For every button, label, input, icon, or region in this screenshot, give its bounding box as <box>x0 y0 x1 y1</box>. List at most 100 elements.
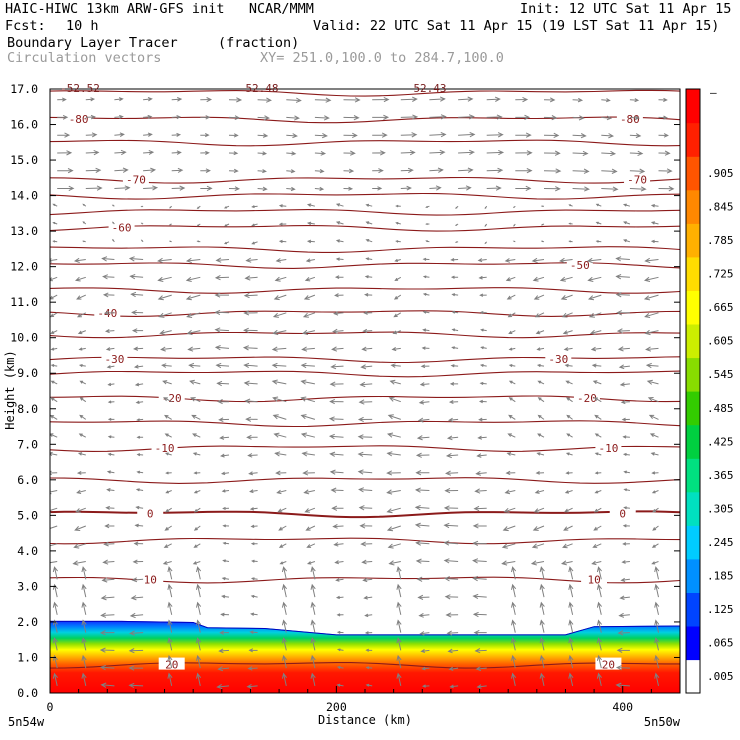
circulation-vector <box>473 629 487 636</box>
circulation-vector <box>167 583 173 598</box>
circulation-vector <box>157 276 172 282</box>
circulation-vector <box>365 239 373 243</box>
circulation-vector <box>300 362 315 369</box>
colorbar-swatch <box>686 491 700 526</box>
circulation-vector <box>223 205 230 209</box>
circulation-vector <box>615 274 630 280</box>
circulation-vector <box>228 133 239 138</box>
circulation-vector <box>645 362 659 369</box>
circulation-vector <box>196 619 202 633</box>
circulation-vector <box>414 505 430 511</box>
circulation-vector <box>247 453 258 458</box>
circulation-vector <box>654 566 660 580</box>
circulation-vector <box>621 417 630 422</box>
circulation-vector <box>101 256 115 262</box>
circulation-vector <box>393 294 402 300</box>
circulation-vector <box>162 380 172 385</box>
circulation-vector <box>300 396 316 403</box>
circulation-vector <box>169 205 173 209</box>
circulation-vector <box>329 451 344 457</box>
y-tick-label: 2.0 <box>17 615 38 629</box>
circulation-vector <box>129 630 144 636</box>
circulation-vector <box>107 435 115 439</box>
circulation-vector <box>644 257 659 264</box>
circulation-vector <box>332 328 344 334</box>
contour-label: 20 <box>602 659 615 672</box>
circulation-vector <box>425 205 430 208</box>
circulation-vector <box>650 221 659 225</box>
circulation-vector <box>100 682 115 688</box>
circulation-vector <box>511 619 517 633</box>
y-tick-label: 13.0 <box>10 224 38 238</box>
circulation-vector <box>386 432 401 438</box>
circulation-vector <box>566 433 573 438</box>
circulation-vector <box>248 471 258 476</box>
circulation-vector <box>472 558 487 564</box>
circulation-vector <box>57 97 67 102</box>
circulation-vector <box>81 583 87 598</box>
contour-label: -30 <box>104 353 124 366</box>
circulation-vector <box>164 525 172 531</box>
circulation-vector <box>458 114 475 120</box>
circulation-vector <box>536 363 545 368</box>
circulation-vector <box>360 541 373 547</box>
circulation-vector <box>200 133 210 138</box>
circulation-vector <box>595 203 602 207</box>
circulation-vector <box>486 149 505 156</box>
circulation-vector <box>75 507 86 513</box>
circulation-vector <box>250 542 258 546</box>
circulation-vector <box>278 239 287 244</box>
circulation-vector <box>458 167 474 173</box>
circulation-vector <box>159 329 172 335</box>
circulation-vector <box>220 612 230 617</box>
circulation-vector <box>251 241 258 245</box>
circulation-vector <box>52 619 58 633</box>
circulation-vector <box>358 505 373 511</box>
contour-label-bg <box>595 657 622 670</box>
circulation-vector <box>243 380 258 386</box>
circulation-vector <box>222 541 230 545</box>
circulation-vector <box>592 380 602 385</box>
circulation-vector <box>650 204 659 208</box>
colorbar-label: .065 <box>707 637 734 650</box>
circulation-vector <box>250 524 258 528</box>
contour-label: -10 <box>155 442 175 455</box>
circulation-vector <box>486 132 504 138</box>
circulation-vector <box>454 241 459 243</box>
circulation-vector <box>539 637 545 651</box>
circulation-vector <box>568 672 574 687</box>
circulation-vector <box>76 312 87 318</box>
circulation-vector <box>85 97 96 102</box>
circulation-vector <box>331 346 344 352</box>
circulation-vector <box>365 666 373 670</box>
circulation-vector <box>515 185 532 192</box>
circulation-vector <box>136 418 144 422</box>
circulation-vector <box>563 507 573 513</box>
circulation-vector <box>301 346 315 352</box>
circulation-vector <box>623 506 630 510</box>
y-tick-label: 7.0 <box>17 437 38 451</box>
circulation-vector <box>343 168 355 174</box>
circulation-vector <box>314 132 328 139</box>
circulation-vector <box>310 619 316 633</box>
circulation-vector <box>334 275 344 280</box>
colorbar-frame <box>685 88 701 694</box>
circulation-vector <box>458 96 474 102</box>
circulation-vector <box>301 451 315 457</box>
circulation-vector <box>114 167 129 173</box>
circulation-vector <box>57 150 73 156</box>
circulation-vector <box>196 637 202 651</box>
circulation-vector <box>601 133 615 139</box>
circulation-vector <box>396 619 402 633</box>
circulation-vector <box>57 114 69 120</box>
circulation-vector <box>658 97 668 102</box>
circulation-vector <box>314 150 327 156</box>
y-tick-label: 9.0 <box>17 366 38 380</box>
circulation-vector <box>568 222 573 225</box>
circulation-vector <box>622 524 630 528</box>
circulation-vector <box>650 452 659 456</box>
circulation-vector <box>429 132 447 138</box>
circulation-vector <box>274 451 287 457</box>
contour-label-bg <box>65 112 92 125</box>
circulation-vector <box>508 414 516 420</box>
